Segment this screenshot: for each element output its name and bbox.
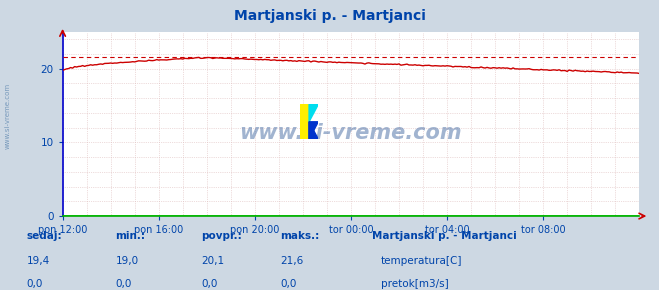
Text: 0,0: 0,0 [26, 279, 43, 289]
Text: maks.:: maks.: [280, 231, 320, 241]
Text: www.si-vreme.com: www.si-vreme.com [5, 83, 11, 149]
Text: 21,6: 21,6 [280, 256, 303, 266]
Polygon shape [300, 104, 309, 139]
Polygon shape [309, 104, 318, 122]
Text: Martjanski p. - Martjanci: Martjanski p. - Martjanci [372, 231, 517, 241]
Text: Martjanski p. - Martjanci: Martjanski p. - Martjanci [233, 9, 426, 23]
Text: sedaj:: sedaj: [26, 231, 62, 241]
Text: www.si-vreme.com: www.si-vreme.com [240, 123, 462, 143]
Text: pretok[m3/s]: pretok[m3/s] [381, 279, 449, 289]
Text: temperatura[C]: temperatura[C] [381, 256, 463, 266]
Text: min.:: min.: [115, 231, 146, 241]
Text: 0,0: 0,0 [115, 279, 132, 289]
Text: 20,1: 20,1 [201, 256, 224, 266]
Text: 0,0: 0,0 [201, 279, 217, 289]
Text: 19,0: 19,0 [115, 256, 138, 266]
Text: 19,4: 19,4 [26, 256, 49, 266]
Text: povpr.:: povpr.: [201, 231, 242, 241]
Text: 0,0: 0,0 [280, 279, 297, 289]
Polygon shape [309, 122, 318, 139]
Polygon shape [309, 122, 318, 139]
